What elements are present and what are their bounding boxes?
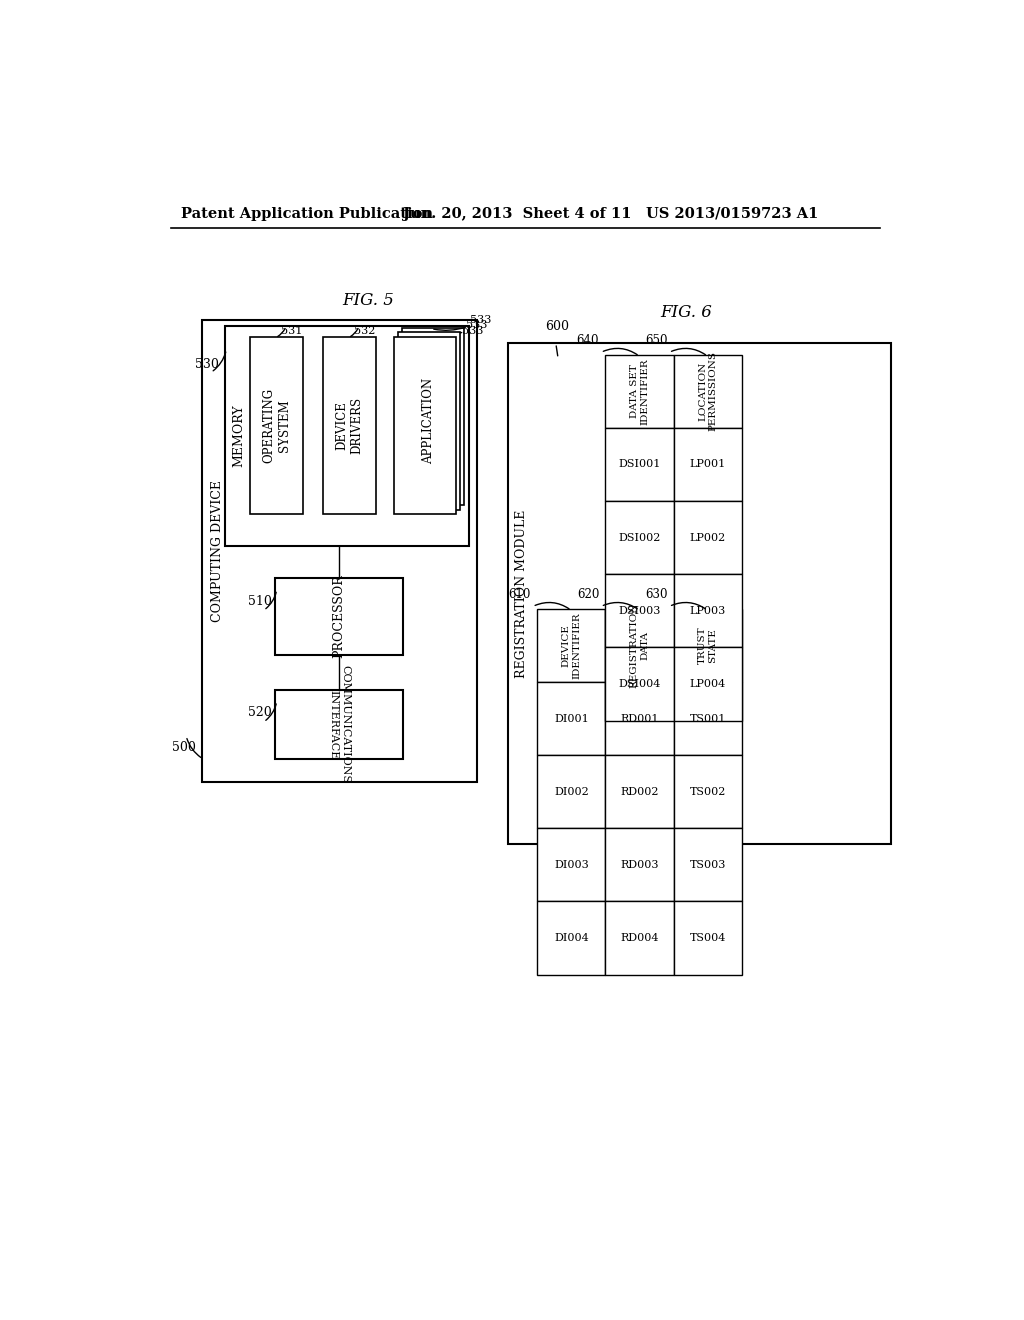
Text: DI004: DI004 [554,933,589,942]
Text: LP001: LP001 [689,459,726,470]
Bar [538,829,605,902]
Bar [674,502,741,574]
Bar [674,829,741,902]
Text: REGISTRATION
DATA: REGISTRATION DATA [630,603,649,688]
Text: Patent Application Publication: Patent Application Publication [180,207,433,220]
Text: 520: 520 [248,706,272,719]
Text: 640: 640 [577,334,599,347]
Bar [275,689,403,759]
Text: MEMORY: MEMORY [232,405,246,467]
Text: 510: 510 [248,594,272,607]
Text: RD004: RD004 [621,933,658,942]
Text: DI003: DI003 [554,859,589,870]
Bar [605,502,674,574]
Bar [202,321,477,781]
Text: DSI001: DSI001 [618,459,660,470]
Text: TRUST
STATE: TRUST STATE [698,627,718,664]
Text: 620: 620 [577,589,599,602]
Bar [674,755,741,829]
Bar [538,902,605,974]
Text: DEVICE
DRIVERS: DEVICE DRIVERS [336,397,364,454]
Bar [394,337,456,515]
Text: REGISTRATION MODULE: REGISTRATION MODULE [515,510,528,677]
Text: DI001: DI001 [554,714,589,723]
Bar [605,902,674,974]
Text: TS004: TS004 [689,933,726,942]
Text: 532: 532 [353,326,375,335]
Bar [605,574,674,647]
Bar [674,609,741,682]
Text: RD002: RD002 [621,787,658,797]
Text: 500: 500 [172,741,196,754]
Bar [401,327,464,506]
Bar [538,682,605,755]
Text: 600: 600 [545,319,569,333]
Text: TS002: TS002 [689,787,726,797]
Text: 610: 610 [509,589,531,602]
Text: LP002: LP002 [689,533,726,543]
Bar [605,647,674,721]
Text: COMMUNICATIONS
INTERFACE: COMMUNICATIONS INTERFACE [329,665,350,783]
Bar [674,574,741,647]
Text: TS003: TS003 [689,859,726,870]
Bar [397,333,460,510]
Text: DSI004: DSI004 [618,678,660,689]
Text: 531: 531 [281,326,302,335]
Text: 533: 533 [462,326,483,335]
Bar [225,326,469,545]
Bar [605,355,674,428]
Bar [605,755,674,829]
Bar [251,337,303,515]
Text: 533: 533 [466,321,487,330]
Text: PROCESSOR: PROCESSOR [333,574,346,659]
Text: RD003: RD003 [621,859,658,870]
Text: 530: 530 [196,358,219,371]
Text: US 2013/0159723 A1: US 2013/0159723 A1 [646,207,818,220]
Text: TS001: TS001 [689,714,726,723]
Text: OPERATING
SYSTEM: OPERATING SYSTEM [263,388,291,463]
Text: APPLICATION: APPLICATION [422,378,435,465]
Text: LP003: LP003 [689,606,726,615]
Text: DI002: DI002 [554,787,589,797]
Text: FIG. 5: FIG. 5 [342,292,394,309]
Text: COMPUTING DEVICE: COMPUTING DEVICE [211,480,223,622]
Bar [275,578,403,655]
Text: 533: 533 [470,315,492,325]
Bar [605,609,674,682]
Text: LP004: LP004 [689,678,726,689]
Text: FIG. 6: FIG. 6 [660,304,712,321]
Bar [674,355,741,428]
Text: DSI002: DSI002 [618,533,660,543]
Text: RD001: RD001 [621,714,658,723]
Bar [605,829,674,902]
Bar [674,682,741,755]
Bar [674,902,741,974]
Text: DEVICE
IDENTIFIER: DEVICE IDENTIFIER [561,612,581,678]
Text: DATA SET
IDENTIFIER: DATA SET IDENTIFIER [630,358,649,425]
Text: DSI003: DSI003 [618,606,660,615]
Text: LOCATION
PERMISSIONS: LOCATION PERMISSIONS [698,351,718,432]
Text: 650: 650 [645,334,668,347]
Bar [674,647,741,721]
Bar [674,428,741,502]
Bar [324,337,376,515]
Bar [508,343,891,843]
Text: 630: 630 [645,589,668,602]
Text: Jun. 20, 2013  Sheet 4 of 11: Jun. 20, 2013 Sheet 4 of 11 [403,207,632,220]
Bar [538,755,605,829]
Bar [538,609,605,682]
Bar [605,682,674,755]
Bar [605,428,674,502]
